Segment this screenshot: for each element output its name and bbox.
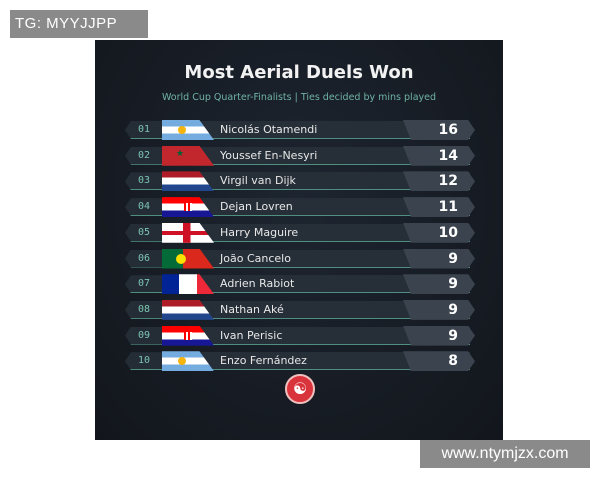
table-row: 02 ★ Youssef En-Nesyri 14 [125, 145, 475, 166]
flag-ma-icon: ★ [162, 145, 214, 166]
rank-label: 08 [125, 300, 170, 319]
player-name: Harry Maguire [220, 225, 299, 239]
leaderboard-card: Most Aerial Duels Won World Cup Quarter-… [95, 40, 503, 440]
flag-nl-icon [162, 299, 214, 320]
watermark-top: TG: MYYJJPP [10, 10, 148, 38]
player-name: Enzo Fernández [220, 354, 307, 368]
table-row: 03 Virgil van Dijk 12 [125, 171, 475, 192]
subtitle: World Cup Quarter-Finalists | Ties decid… [161, 92, 437, 103]
duels-value: 9 [403, 326, 475, 346]
player-name: Dejan Lovren [220, 200, 293, 214]
player-name: Ivan Perisic [220, 328, 283, 342]
duels-value: 12 [403, 171, 475, 191]
row-bar [170, 249, 470, 268]
page-title: Most Aerial Duels Won [184, 62, 414, 83]
row-bar [170, 121, 470, 139]
row-bar [170, 352, 470, 371]
table-row: 07 Adrien Rabiot 9 [125, 274, 475, 295]
player-name: Adrien Rabiot [220, 277, 295, 291]
player-name: Nicolás Otamendi [220, 123, 318, 136]
row-bar [170, 326, 470, 345]
duels-value: 9 [403, 249, 475, 269]
player-name: Youssef En-Nesyri [220, 148, 318, 162]
flag-ar-icon [162, 120, 214, 140]
duels-value: 9 [403, 274, 475, 294]
rank-label: 05 [125, 223, 170, 242]
rank-label: 02 [125, 146, 170, 165]
row-bar [170, 198, 470, 217]
duels-value: 9 [403, 300, 475, 320]
player-name: Virgil van Dijk [220, 174, 296, 188]
row-bar [170, 275, 470, 294]
rank-label: 10 [125, 352, 170, 371]
duels-value: 8 [403, 351, 475, 371]
watermark-bottom: www.ntymjzx.com [420, 440, 590, 468]
row-bar [170, 172, 470, 191]
duels-value: 10 [403, 223, 475, 243]
duels-value: 14 [403, 146, 475, 166]
rank-label: 06 [125, 249, 170, 268]
flag-en-icon [162, 222, 214, 243]
flag-nl-icon [162, 171, 214, 192]
rank-label: 07 [125, 275, 170, 294]
duels-value: 16 [403, 120, 475, 140]
table-row: 05 Harry Maguire 10 [125, 222, 475, 243]
row-bar [170, 223, 470, 242]
flag-pt-icon [162, 248, 214, 269]
table-row: 08 Nathan Aké 9 [125, 299, 475, 320]
rank-label: 09 [125, 326, 170, 345]
player-name: Nathan Aké [220, 302, 284, 316]
row-bar [170, 146, 470, 165]
table-row: 09 Ivan Perisic 9 [125, 325, 475, 346]
rank-label: 03 [125, 172, 170, 191]
table-row: 01 Nicolás Otamendi 16 [125, 120, 475, 140]
duels-value: 11 [403, 197, 475, 217]
table-row: 10 Enzo Fernández 8 [125, 351, 475, 372]
rank-label: 04 [125, 198, 170, 217]
flag-hr-icon [162, 325, 214, 346]
flag-hr-icon [162, 197, 214, 218]
rank-label: 01 [125, 121, 170, 139]
flag-fr-icon [162, 274, 214, 295]
player-name: João Cancelo [220, 251, 291, 265]
row-bar [170, 300, 470, 319]
table-row: 06 João Cancelo 9 [125, 248, 475, 269]
brand-logo-icon: ☯ [285, 374, 315, 404]
table-row: 04 Dejan Lovren 11 [125, 197, 475, 218]
flag-ar-icon [162, 351, 214, 372]
